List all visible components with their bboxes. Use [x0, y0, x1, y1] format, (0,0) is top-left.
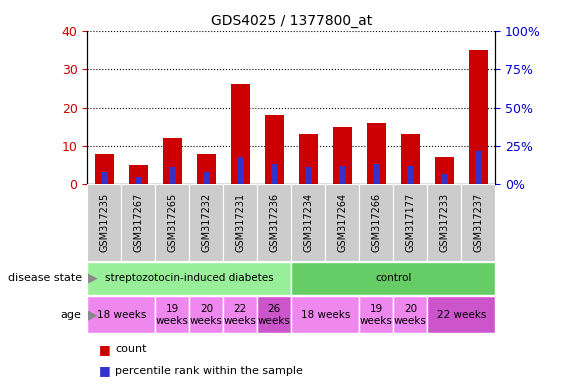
Bar: [155, 184, 189, 261]
Text: age: age: [61, 310, 82, 320]
Text: GSM317232: GSM317232: [202, 193, 211, 252]
Bar: [271, 164, 278, 184]
Text: 22
weeks: 22 weeks: [224, 304, 257, 326]
Bar: [359, 296, 394, 333]
Text: GSM317177: GSM317177: [405, 193, 415, 252]
Bar: [189, 184, 224, 261]
Bar: [189, 296, 224, 333]
Bar: [427, 296, 495, 333]
Text: disease state: disease state: [7, 273, 82, 283]
Bar: [87, 184, 121, 261]
Text: 20
weeks: 20 weeks: [190, 304, 223, 326]
Bar: [401, 134, 420, 184]
Bar: [305, 167, 312, 184]
Bar: [257, 296, 292, 333]
Bar: [325, 184, 359, 261]
Bar: [394, 184, 427, 261]
Bar: [237, 157, 244, 184]
Text: 19
weeks: 19 weeks: [156, 304, 189, 326]
Text: GSM317236: GSM317236: [269, 193, 279, 252]
Text: GSM317233: GSM317233: [439, 193, 449, 252]
Bar: [373, 164, 379, 184]
Text: ▶: ▶: [88, 308, 98, 321]
Text: 20
weeks: 20 weeks: [394, 304, 427, 326]
Bar: [87, 296, 155, 333]
Text: 22 weeks: 22 weeks: [437, 310, 486, 320]
Text: streptozotocin-induced diabetes: streptozotocin-induced diabetes: [105, 273, 274, 283]
Text: GSM317234: GSM317234: [303, 193, 314, 252]
Bar: [339, 166, 346, 184]
Bar: [163, 138, 182, 184]
Bar: [407, 166, 414, 184]
Bar: [299, 134, 318, 184]
Text: 19
weeks: 19 weeks: [360, 304, 393, 326]
Text: ▶: ▶: [88, 272, 98, 285]
Bar: [435, 157, 454, 184]
Text: count: count: [115, 344, 147, 354]
Bar: [135, 177, 141, 184]
Bar: [224, 296, 257, 333]
Bar: [333, 127, 352, 184]
Bar: [203, 172, 209, 184]
Bar: [129, 165, 148, 184]
Text: GSM317237: GSM317237: [473, 193, 484, 252]
Bar: [292, 262, 495, 295]
Bar: [469, 50, 488, 184]
Bar: [121, 184, 155, 261]
Bar: [87, 262, 292, 295]
Text: control: control: [375, 273, 412, 283]
Text: GSM317266: GSM317266: [372, 193, 381, 252]
Bar: [367, 123, 386, 184]
Bar: [292, 184, 325, 261]
Text: ■: ■: [99, 343, 110, 356]
Bar: [475, 151, 482, 184]
Bar: [224, 184, 257, 261]
Bar: [394, 296, 427, 333]
Bar: [292, 296, 359, 333]
Bar: [462, 184, 495, 261]
Text: 26
weeks: 26 weeks: [258, 304, 291, 326]
Text: GSM317235: GSM317235: [99, 193, 109, 252]
Bar: [231, 84, 249, 184]
Bar: [265, 115, 284, 184]
Text: 18 weeks: 18 weeks: [301, 310, 350, 320]
Bar: [169, 167, 176, 184]
Text: GSM317267: GSM317267: [133, 193, 144, 252]
Title: GDS4025 / 1377800_at: GDS4025 / 1377800_at: [211, 14, 372, 28]
Bar: [155, 296, 189, 333]
Bar: [101, 172, 108, 184]
Bar: [95, 154, 114, 184]
Bar: [427, 184, 462, 261]
Text: ■: ■: [99, 364, 110, 377]
Bar: [359, 184, 394, 261]
Text: 18 weeks: 18 weeks: [97, 310, 146, 320]
Text: GSM317231: GSM317231: [235, 193, 245, 252]
Bar: [257, 184, 292, 261]
Text: percentile rank within the sample: percentile rank within the sample: [115, 366, 303, 376]
Bar: [197, 154, 216, 184]
Text: GSM317265: GSM317265: [167, 193, 177, 252]
Text: GSM317264: GSM317264: [337, 193, 347, 252]
Bar: [441, 174, 448, 184]
